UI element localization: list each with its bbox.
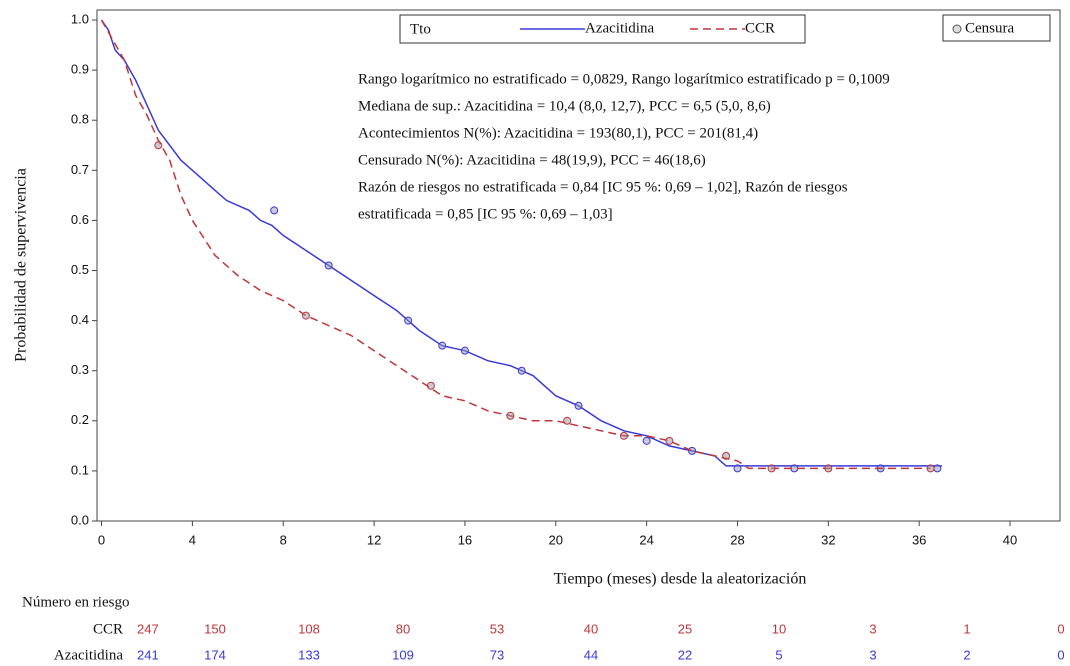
censor-marker	[270, 206, 279, 215]
at-risk-series-label: Azacitidina	[54, 647, 123, 663]
plot-frame	[96, 9, 1061, 522]
censor-marker	[733, 464, 742, 473]
at-risk-count: 80	[396, 621, 410, 636]
at-risk-count: 247	[137, 621, 159, 636]
x-tick-label: 0	[98, 532, 105, 547]
annotation: Rango logarítmico no estratificado = 0,0…	[358, 71, 890, 87]
annotation: estratificada = 0,85 [IC 95 %: 0,69 – 1,…	[358, 206, 613, 222]
annotation: Razón de riesgos no estratificada = 0,84…	[358, 179, 848, 195]
y-tick-label: 0.6	[71, 212, 89, 227]
at-risk-count: 40	[584, 621, 598, 636]
at-risk-count: 5	[775, 647, 782, 662]
at-risk-count: 10	[772, 621, 786, 636]
x-tick-label: 28	[730, 532, 744, 547]
legend-box	[399, 14, 806, 44]
x-tick-label: 12	[367, 532, 381, 547]
y-tick-label: 0.9	[71, 62, 89, 77]
censor-marker	[517, 366, 526, 375]
at-risk-count: 3	[869, 647, 876, 662]
censor-marker	[438, 341, 447, 350]
censor-marker	[426, 381, 435, 390]
censor-legend-label: Censura	[965, 20, 1014, 36]
x-tick-label: 8	[280, 532, 287, 547]
at-risk-count: 73	[490, 647, 504, 662]
x-tick-label: 24	[639, 532, 653, 547]
y-tick-label: 0.3	[71, 362, 89, 377]
censor-marker	[688, 446, 697, 455]
censor-marker	[404, 316, 413, 325]
y-tick-label: 0.0	[71, 512, 89, 527]
annotation: Acontecimientos N(%): Azacitidina = 193(…	[358, 125, 758, 141]
at-risk-count: 241	[137, 647, 159, 662]
annotation: Censurado N(%): Azacitidina = 48(19,9), …	[358, 152, 706, 168]
at-risk-count: 53	[490, 621, 504, 636]
at-risk-count: 174	[204, 647, 226, 662]
at-risk-count: 0	[1057, 621, 1064, 636]
survival-curve	[100, 19, 931, 470]
x-tick-label: 32	[821, 532, 835, 547]
legend-title: Tto	[410, 21, 431, 37]
censor-marker	[301, 311, 310, 320]
at-risk-count: 22	[678, 647, 692, 662]
x-axis-label: Tiempo (meses) desde la aleatorización	[554, 571, 807, 588]
at-risk-count: 2	[963, 647, 970, 662]
at-risk-count: 44	[584, 647, 598, 662]
censor-marker	[324, 261, 333, 270]
censor-marker	[824, 464, 833, 473]
censor-marker	[933, 464, 942, 473]
censor-marker	[460, 346, 469, 355]
censor-marker	[665, 436, 674, 445]
censor-marker	[642, 436, 651, 445]
y-tick-label: 0.7	[71, 162, 89, 177]
at-risk-title: Número en riesgo	[22, 594, 129, 610]
legend-label: Azacitidina	[585, 20, 654, 36]
at-risk-count: 150	[204, 621, 226, 636]
censor-marker	[563, 416, 572, 425]
x-tick-label: 36	[912, 532, 926, 547]
censor-marker	[506, 411, 515, 420]
legend-label: CCR	[745, 20, 775, 36]
at-risk-count: 25	[678, 621, 692, 636]
censor-marker	[154, 141, 163, 150]
at-risk-series-label: CCR	[93, 621, 123, 637]
y-tick-label: 0.2	[71, 412, 89, 427]
at-risk-count: 108	[298, 621, 320, 636]
x-tick-label: 20	[549, 532, 563, 547]
y-tick-label: 0.8	[71, 112, 89, 127]
at-risk-count: 1	[963, 621, 970, 636]
censor-marker	[926, 464, 935, 473]
y-tick-label: 1.0	[71, 11, 89, 26]
censor-marker	[767, 464, 776, 473]
y-tick-label: 0.1	[71, 462, 89, 477]
y-axis-label: Probabilidad de supervivencia	[13, 168, 30, 362]
x-tick-label: 40	[1003, 532, 1017, 547]
at-risk-count: 3	[869, 621, 876, 636]
at-risk-count: 133	[298, 647, 320, 662]
y-tick-label: 0.4	[71, 312, 89, 327]
x-tick-label: 16	[458, 532, 472, 547]
x-tick-label: 4	[189, 532, 196, 547]
censor-marker	[722, 451, 731, 460]
censor-marker	[619, 431, 628, 440]
at-risk-count: 109	[392, 647, 414, 662]
censor-legend-symbol	[952, 24, 962, 34]
censor-marker	[574, 401, 583, 410]
annotation: Mediana de sup.: Azacitidina = 10,4 (8,0…	[358, 98, 771, 114]
at-risk-count: 0	[1057, 647, 1064, 662]
y-tick-label: 0.5	[71, 262, 89, 277]
